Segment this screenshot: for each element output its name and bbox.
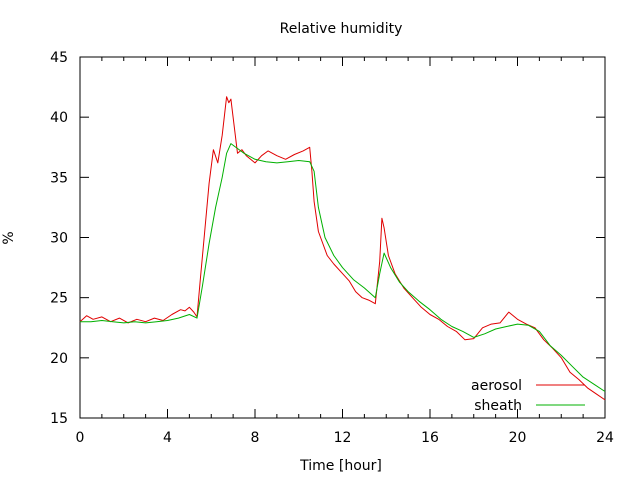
chart-title: Relative humidity <box>280 21 403 37</box>
x-tick-label: 4 <box>163 430 172 446</box>
y-axis-label: % <box>1 231 17 244</box>
x-tick-label: 20 <box>509 430 527 446</box>
series-line-aerosol <box>79 96 606 401</box>
x-tick-label: 0 <box>76 430 85 446</box>
y-tick-label: 45 <box>50 50 68 66</box>
series-line-sheath <box>80 143 606 392</box>
y-tick-label: 15 <box>50 411 68 427</box>
legend-label-aerosol: aerosol <box>471 378 522 394</box>
axis-ticks: 0 4 8 12 16 20 24 15 20 25 30 35 40 45 <box>50 50 614 446</box>
y-tick-label: 30 <box>50 231 68 247</box>
x-tick-label: 24 <box>596 430 614 446</box>
series-layer <box>79 96 606 401</box>
y-tick-label: 40 <box>50 110 68 126</box>
y-tick-label: 35 <box>50 170 68 186</box>
y-tick-label: 20 <box>50 351 68 367</box>
x-tick-label: 12 <box>334 430 352 446</box>
x-axis-label: Time [hour] <box>299 458 382 474</box>
legend-label-sheath: sheath <box>474 398 522 414</box>
legend: aerosol sheath <box>471 378 585 414</box>
x-tick-label: 8 <box>251 430 260 446</box>
y-tick-label: 25 <box>50 291 68 307</box>
plot-frame <box>79 56 606 419</box>
x-tick-label: 16 <box>421 430 439 446</box>
